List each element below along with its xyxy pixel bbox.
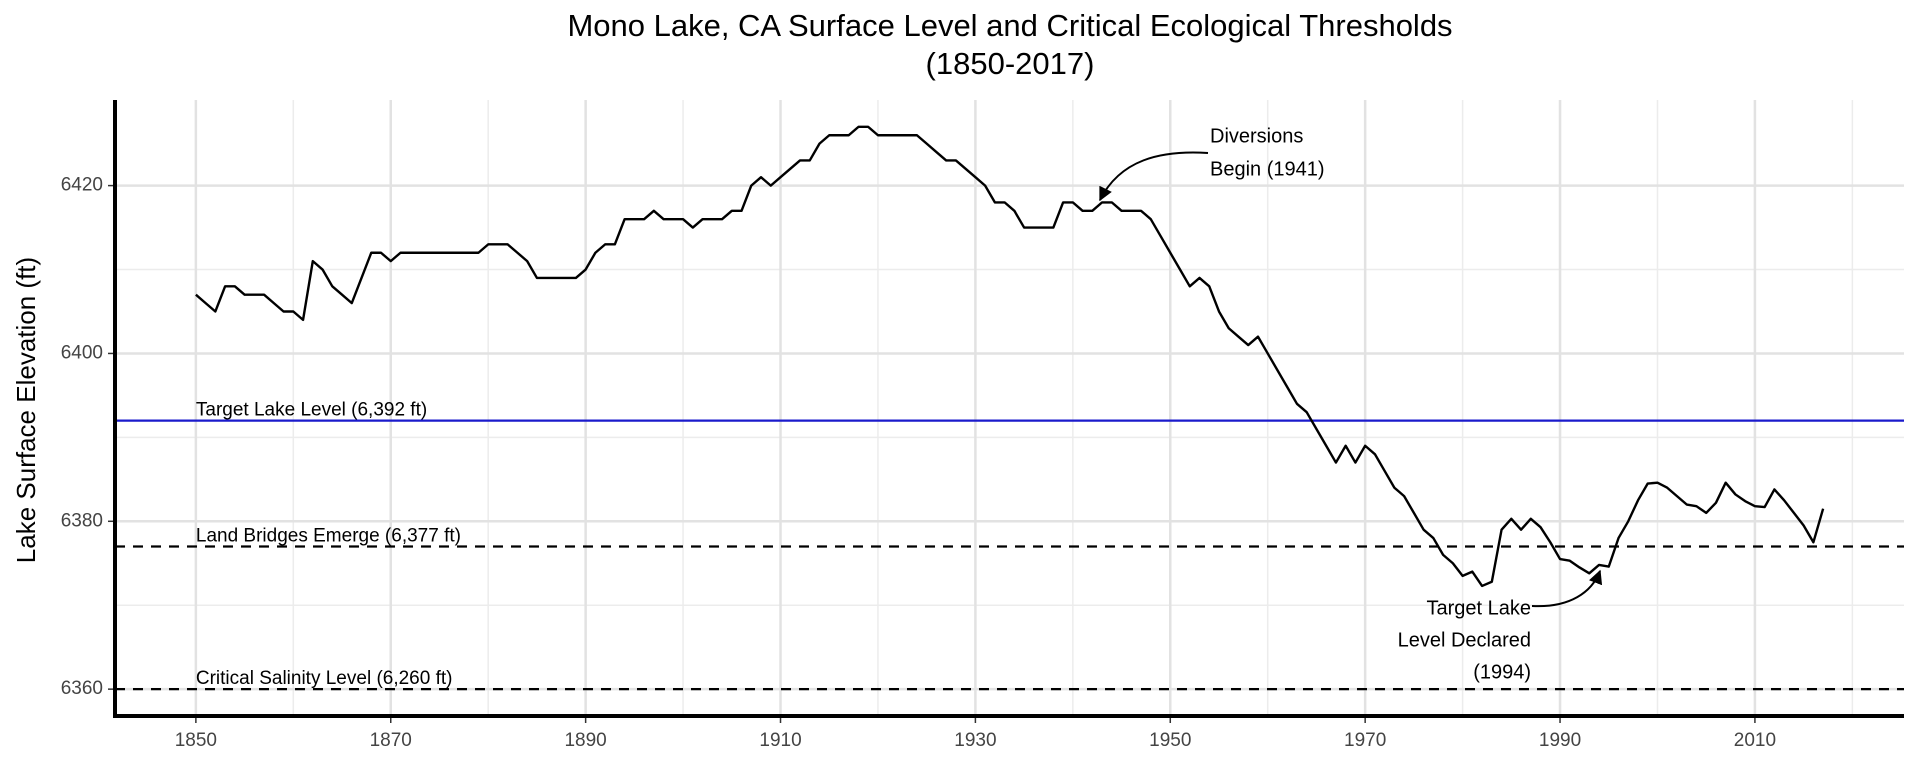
- y-tick-label: 6420: [61, 175, 103, 196]
- reference-label: Land Bridges Emerge (6,377 ft): [196, 525, 461, 546]
- annotation-text: Diversions: [1210, 125, 1303, 147]
- annotation-arrow: [1099, 151, 1209, 202]
- reference-label: Critical Salinity Level (6,260 ft): [196, 668, 453, 689]
- annotation-text: (1994): [1473, 661, 1531, 683]
- x-tick-label: 1850: [175, 730, 217, 751]
- y-tick-label: 6400: [61, 342, 103, 363]
- x-tick-label: 1890: [564, 730, 606, 751]
- annotation-text: Begin (1941): [1210, 158, 1325, 180]
- y-axis-label: Lake Surface Elevation (ft): [11, 257, 41, 563]
- x-tick-label: 1930: [954, 730, 996, 751]
- annotation-text: Level Declared: [1398, 629, 1531, 651]
- lake-level-line: [195, 125, 1825, 588]
- annotation-arrow: [1531, 569, 1603, 608]
- x-tick-label: 1990: [1539, 730, 1581, 751]
- x-tick-label: 1970: [1344, 730, 1386, 751]
- y-tick-label: 6360: [61, 678, 103, 699]
- chart-subtitle: (1850-2017): [926, 46, 1095, 81]
- reference-label: Target Lake Level (6,392 ft): [196, 400, 427, 421]
- y-tick-label: 6380: [61, 510, 103, 531]
- x-tick-label: 1910: [759, 730, 801, 751]
- chart-title: Mono Lake, CA Surface Level and Critical…: [567, 8, 1452, 43]
- x-tick-label: 1870: [370, 730, 412, 751]
- annotation-text: Target Lake: [1426, 597, 1531, 619]
- x-tick-label: 2010: [1734, 730, 1776, 751]
- x-tick-label: 1950: [1149, 730, 1191, 751]
